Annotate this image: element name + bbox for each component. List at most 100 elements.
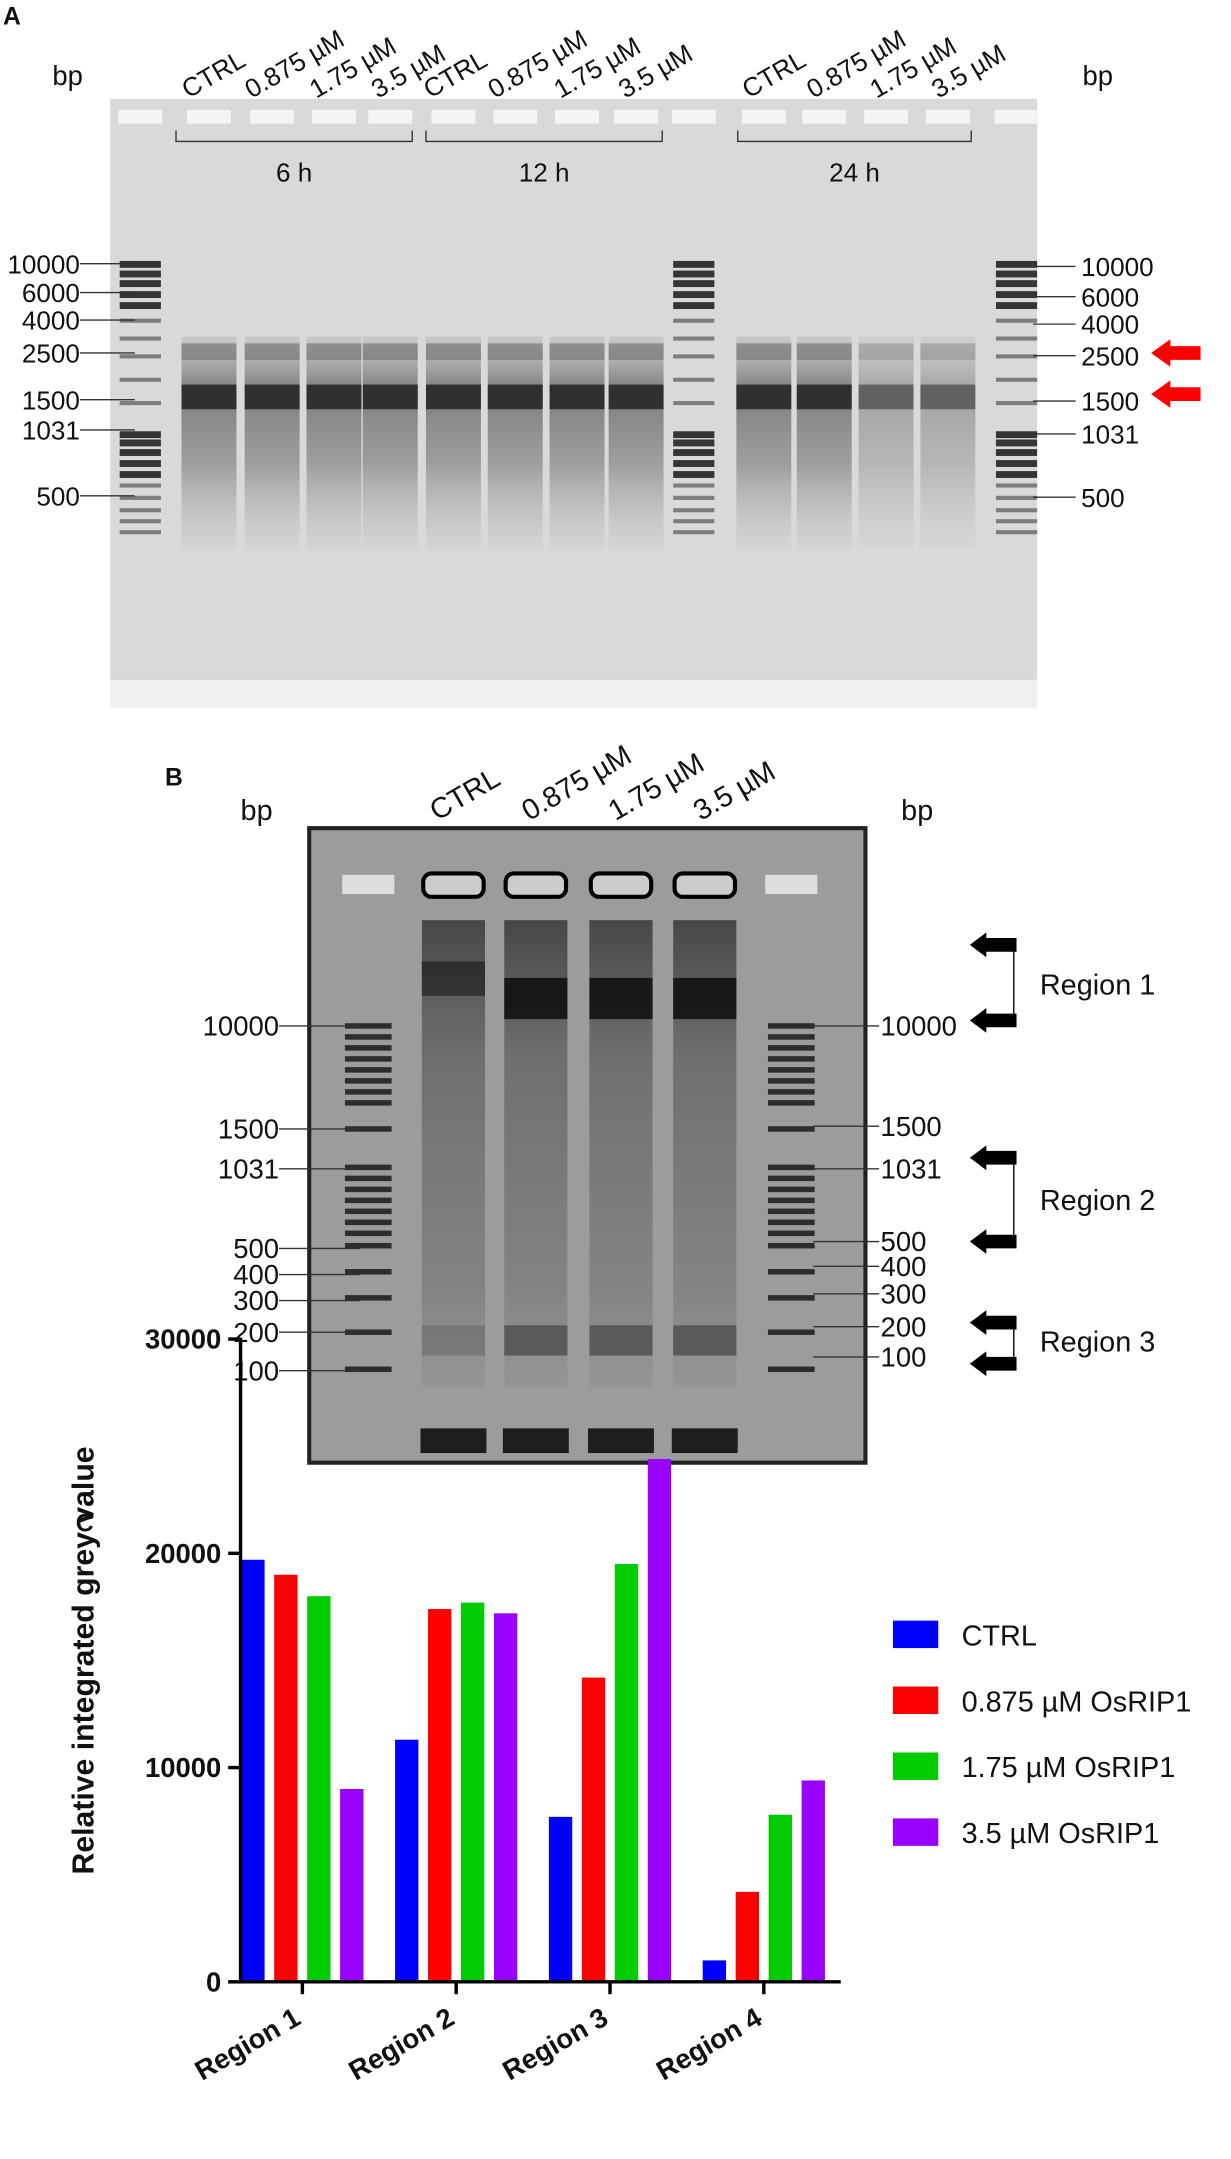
ladder-band xyxy=(119,377,161,382)
y-tick-label: 0 xyxy=(206,1966,221,1997)
smear xyxy=(421,920,486,1388)
ladder-band xyxy=(344,1164,392,1171)
ladder-band xyxy=(673,495,715,500)
ladder-band xyxy=(995,519,1038,524)
well xyxy=(431,109,476,124)
band xyxy=(549,343,605,360)
well xyxy=(614,109,659,124)
ladder-band xyxy=(995,302,1038,310)
black-arrow xyxy=(969,1310,1017,1335)
band xyxy=(673,1325,737,1356)
band xyxy=(421,961,486,996)
bar xyxy=(702,1960,727,1982)
ladder-band xyxy=(995,336,1038,341)
ladder-band xyxy=(119,431,161,439)
band xyxy=(549,384,605,410)
bar xyxy=(274,1574,298,1982)
x-tick-label: Region 4 xyxy=(651,2001,768,2086)
ladder-band xyxy=(995,377,1038,382)
band xyxy=(362,384,418,410)
ladder-label: 1500 xyxy=(22,385,80,415)
lane-label: CTRL xyxy=(737,44,811,104)
red-arrow xyxy=(1151,380,1201,408)
ladder-band xyxy=(995,401,1038,406)
ladder-band xyxy=(767,1329,815,1335)
ladder-band xyxy=(995,280,1038,288)
ladder-band xyxy=(344,1126,392,1132)
panel-label: A xyxy=(3,4,21,31)
ladder-label: 10000 xyxy=(1081,252,1154,282)
ladder-band xyxy=(344,1067,392,1073)
lane-label: CTRL xyxy=(176,44,250,104)
ladder-band xyxy=(767,1023,815,1029)
band xyxy=(920,384,976,410)
ladder-band xyxy=(767,1269,815,1275)
ladder-band xyxy=(344,1045,392,1051)
ladder-band xyxy=(767,1197,815,1204)
ladder-band xyxy=(344,1219,392,1226)
ladder-band xyxy=(673,471,715,478)
ladder-label: 4000 xyxy=(22,306,80,336)
band xyxy=(920,343,976,360)
ladder-band xyxy=(344,1269,392,1275)
ladder-band xyxy=(119,318,161,323)
band xyxy=(673,977,737,1020)
smear xyxy=(796,336,852,550)
gel-b xyxy=(307,826,868,1465)
ladder-band xyxy=(995,508,1038,513)
band xyxy=(502,1428,569,1454)
ladder-band xyxy=(767,1186,815,1193)
ladder-band xyxy=(673,377,715,382)
smear xyxy=(487,336,543,550)
ladder-band xyxy=(673,280,715,288)
ladder-band xyxy=(673,508,715,513)
band xyxy=(736,343,792,360)
ladder-band xyxy=(995,318,1038,323)
band xyxy=(858,384,914,410)
ladder-band xyxy=(767,1175,815,1182)
bar xyxy=(768,1814,792,1982)
ladder-band xyxy=(767,1164,815,1171)
smear xyxy=(362,336,418,550)
well xyxy=(672,871,738,899)
band xyxy=(487,384,543,410)
smear xyxy=(858,336,914,550)
band xyxy=(425,384,481,410)
lane-label: CTRL xyxy=(424,762,505,827)
ladder-band xyxy=(119,401,161,406)
ladder-label: 500 xyxy=(36,481,80,511)
legend-label: 1.75 µM OsRIP1 xyxy=(962,1752,1176,1784)
y-tick-label: 30000 xyxy=(145,1324,221,1355)
ladder-label: 6000 xyxy=(1081,282,1139,312)
ladder-band xyxy=(995,530,1038,535)
ladder-label: 500 xyxy=(1081,483,1125,513)
panel-label: C xyxy=(76,1510,94,1537)
ladder-band xyxy=(995,471,1038,478)
black-arrow xyxy=(969,1351,1017,1377)
smear xyxy=(608,336,664,550)
ladder-band xyxy=(767,1078,815,1084)
ladder-band xyxy=(767,1034,815,1040)
ladder-band xyxy=(767,1230,815,1237)
black-arrow xyxy=(969,1008,1017,1033)
ladder-band xyxy=(767,1242,815,1249)
ladder-band xyxy=(119,302,161,310)
group-bracket xyxy=(737,130,972,143)
well xyxy=(671,109,716,124)
ladder-label: 400 xyxy=(881,1251,927,1282)
bp-label: bp xyxy=(52,60,83,91)
black-arrow xyxy=(969,1229,1017,1254)
smear xyxy=(425,336,481,550)
ladder-label: 1500 xyxy=(881,1111,942,1142)
bar xyxy=(428,1609,452,1982)
ladder-band xyxy=(767,1100,815,1106)
legend-swatch xyxy=(892,1686,939,1715)
ladder-band xyxy=(344,1208,392,1215)
band xyxy=(421,1325,486,1356)
band xyxy=(796,343,852,360)
ladder-label: 500 xyxy=(881,1226,927,1257)
ladder-label: 1031 xyxy=(218,1153,279,1184)
band xyxy=(487,343,543,360)
ladder-band xyxy=(673,260,715,268)
